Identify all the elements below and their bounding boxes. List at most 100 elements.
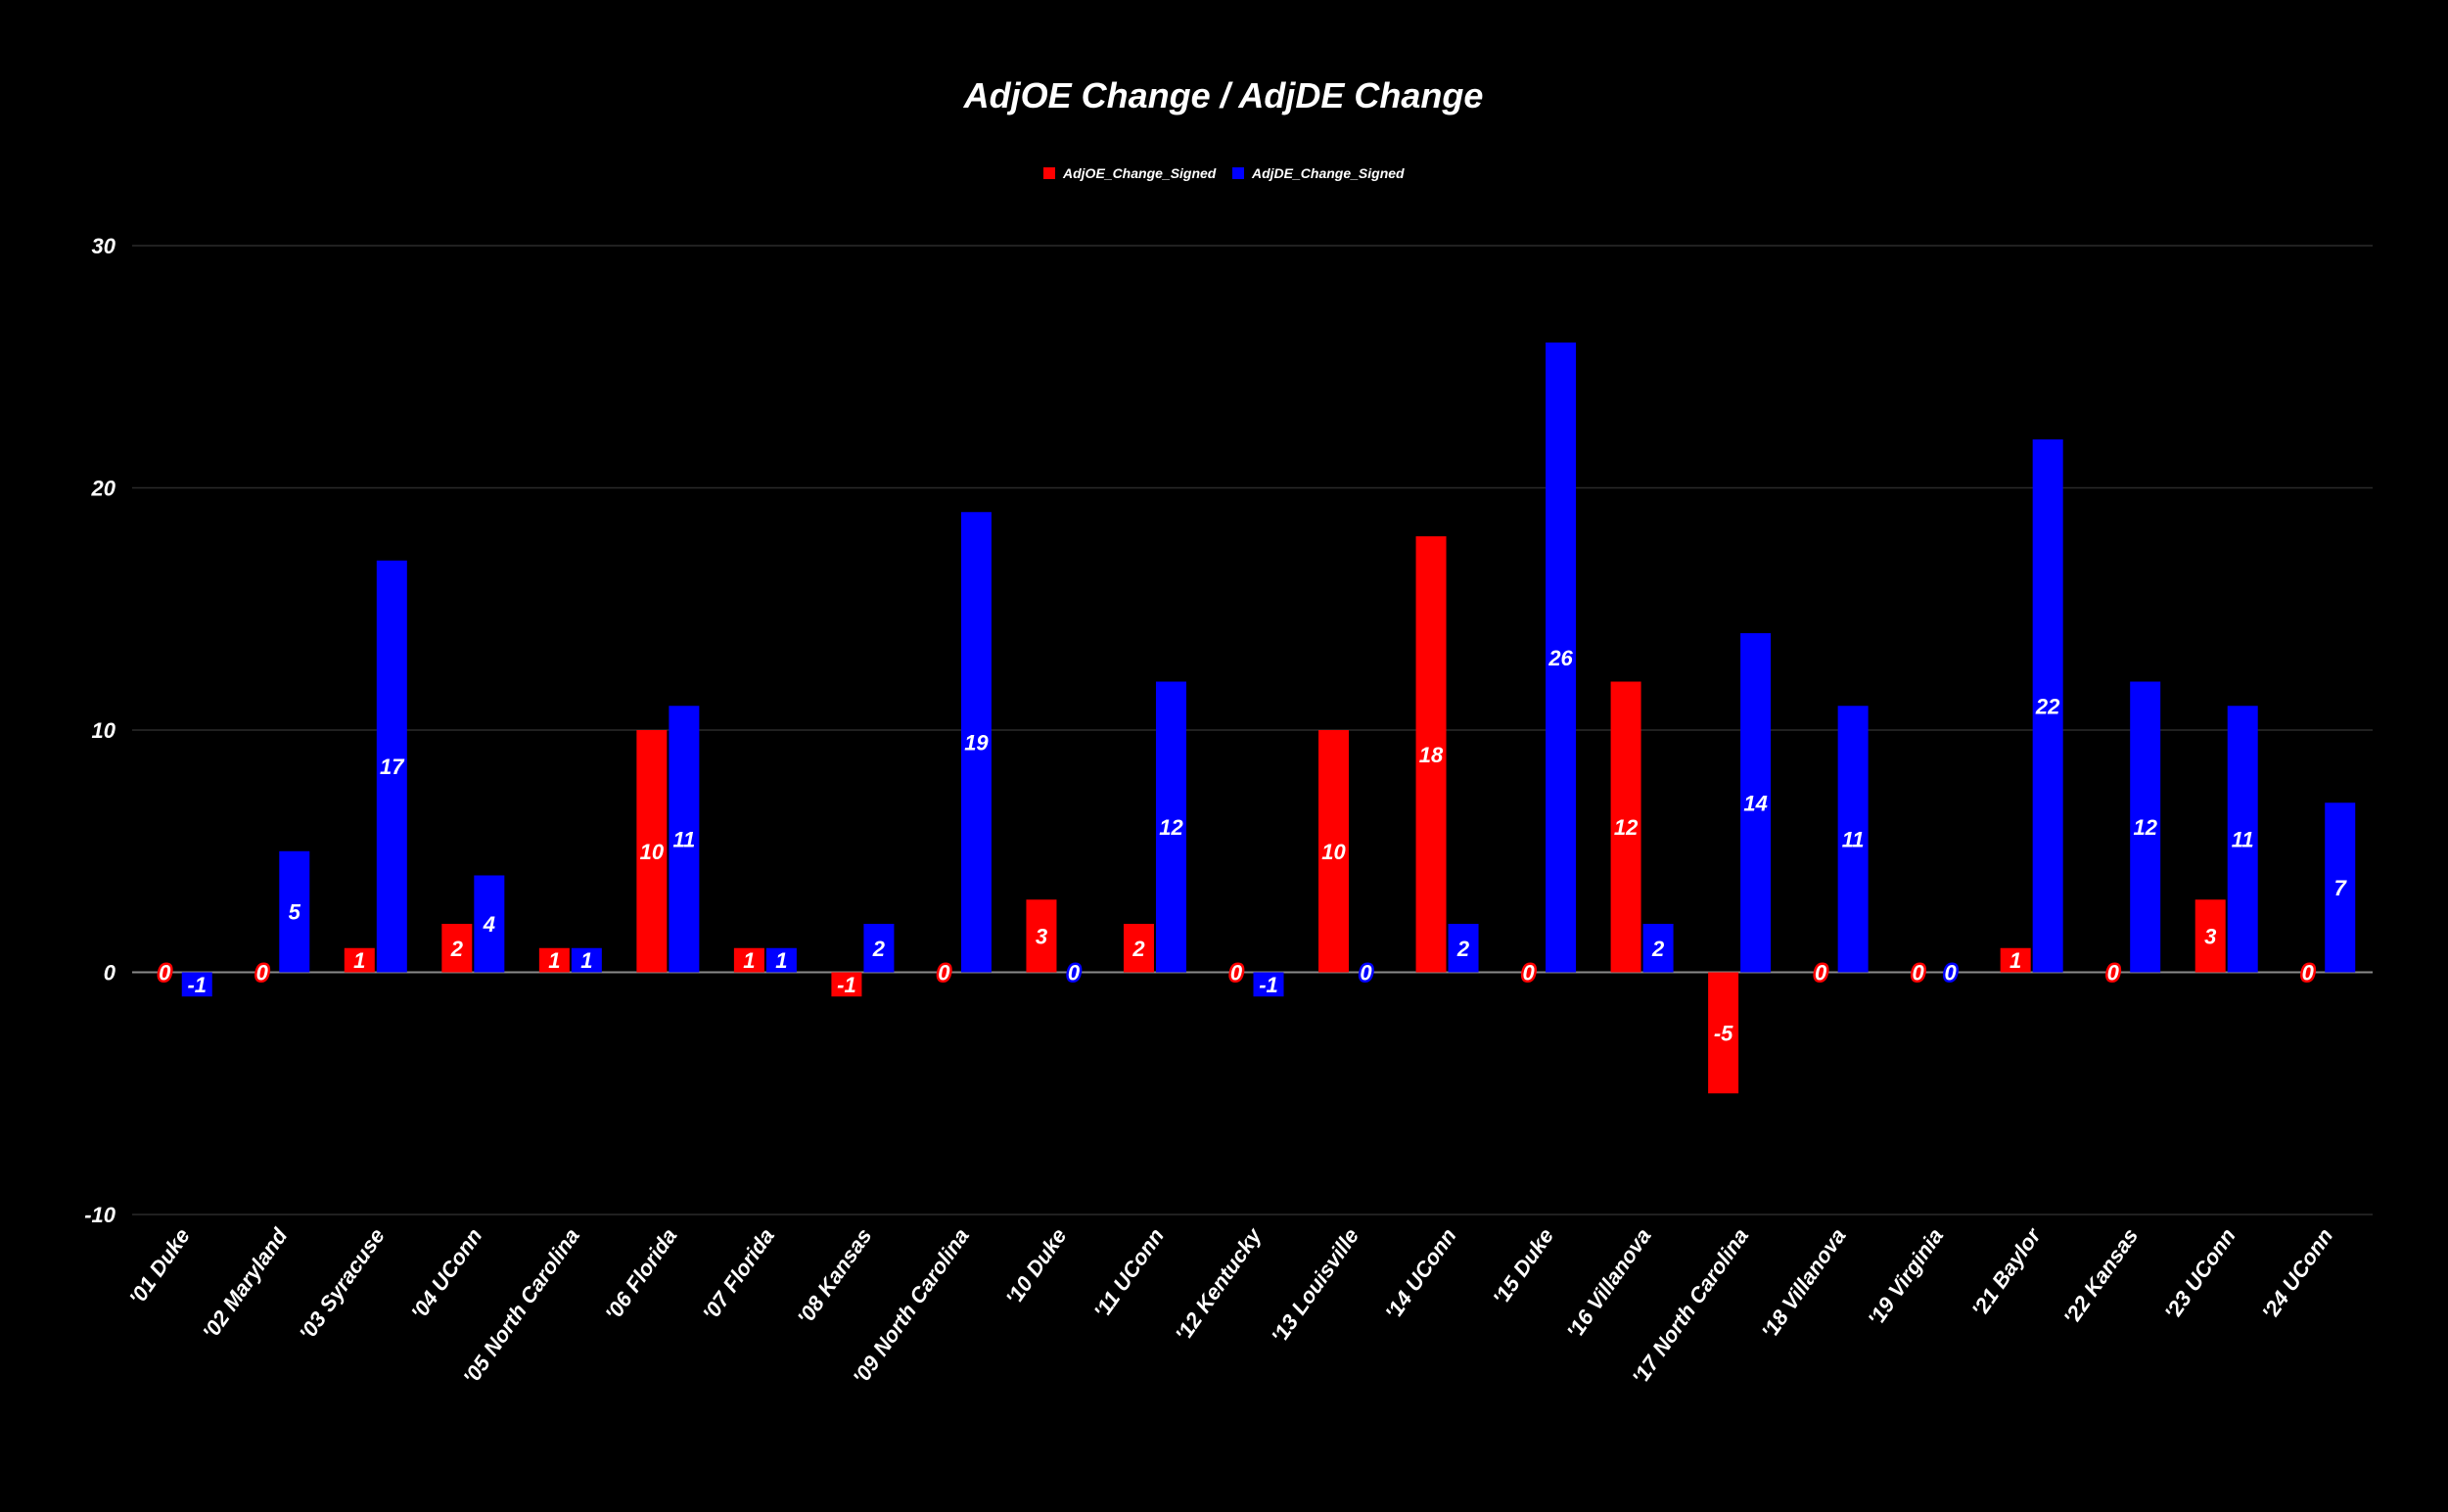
bar-adjde (960, 512, 992, 973)
data-label: 18 (1419, 743, 1444, 767)
data-label: 22 (2035, 694, 2060, 718)
bar-adjoe (831, 972, 862, 997)
x-tick-label: '06 Florida (600, 1224, 681, 1326)
bar-adjde (863, 924, 895, 973)
bars (181, 343, 2356, 1094)
bar-adjde (2032, 439, 2063, 973)
data-label: -5 (1714, 1021, 1733, 1045)
x-tick-label: '13 Louisville (1267, 1224, 1363, 1349)
data-label: 0 (938, 961, 950, 985)
bar-adjoe (636, 730, 668, 973)
data-label: 1 (580, 948, 592, 973)
x-tick-label: '24 UConn (2257, 1224, 2337, 1325)
x-tick-label: '21 Baylor (1966, 1222, 2046, 1321)
data-label: 19 (964, 730, 989, 755)
bar-adjde (1740, 633, 1772, 973)
data-label: 11 (672, 827, 695, 851)
bar-adjoe (441, 924, 473, 973)
data-label: 26 (1547, 646, 1573, 670)
bar-adjde (765, 947, 797, 973)
bar-adjde (1546, 343, 1577, 973)
chart-title: AdjOE Change / AdjDE Change (963, 75, 1484, 115)
bar-adjde (571, 947, 602, 973)
data-label: 0 (1815, 961, 1827, 985)
y-tick-label: 10 (92, 718, 116, 743)
bar-adjde (181, 972, 212, 997)
data-label: 1 (775, 948, 787, 973)
x-tick-label: '14 UConn (1380, 1224, 1460, 1325)
legend-label: AdjOE_Change_Signed (1062, 165, 1217, 181)
data-label: 1 (548, 948, 560, 973)
data-label: 10 (1321, 840, 1346, 864)
data-label: 7 (2334, 876, 2348, 900)
data-label: 0 (1913, 961, 1925, 985)
data-label: 0 (2107, 961, 2120, 985)
bar-adjoe (344, 947, 375, 973)
bar-adjde (669, 706, 700, 973)
x-axis: '01 Duke '02 Maryland '03 Syracuse '04 UCon… (124, 1222, 2337, 1389)
data-label: 0 (1230, 961, 1243, 985)
data-label: 0 (2302, 961, 2315, 985)
bar-adjde (474, 875, 505, 973)
data-label: -1 (1259, 973, 1278, 997)
data-label: 2 (450, 937, 464, 961)
x-tick-label: '04 UConn (406, 1224, 486, 1325)
x-tick-label: '15 Duke (1488, 1224, 1558, 1310)
legend-swatch (1232, 167, 1244, 179)
bar-adjde (2130, 681, 2161, 973)
x-tick-label: '11 UConn (1089, 1224, 1169, 1323)
data-label: 12 (1159, 815, 1183, 840)
gridlines (132, 245, 2373, 1215)
data-label: 0 (1522, 961, 1535, 985)
legend-label: AdjDE_Change_Signed (1251, 165, 1405, 181)
bar-adjde (1837, 706, 1869, 973)
bar-adjoe (1318, 730, 1350, 973)
data-label: 2 (1651, 937, 1665, 961)
x-tick-label: '02 Maryland (198, 1223, 293, 1344)
data-label: 0 (1068, 961, 1081, 985)
bar-adjde (1448, 924, 1479, 973)
bar-adjde (2227, 706, 2258, 973)
bar-adjoe (1708, 972, 1739, 1094)
data-label: 2 (1456, 937, 1470, 961)
x-tick-label: '01 Duke (124, 1224, 195, 1310)
bar-adjoe (733, 947, 764, 973)
bar-adjoe (1415, 536, 1447, 973)
x-tick-label: '16 Villanova (1562, 1224, 1656, 1344)
bar-adjde (279, 850, 310, 973)
bar-adjde (2325, 802, 2356, 973)
data-label: 3 (2204, 924, 2216, 948)
bar-adjoe (1123, 924, 1154, 973)
y-axis: -10 0 10 20 30 (84, 234, 116, 1227)
data-label: 17 (380, 755, 405, 779)
data-label: 1 (353, 948, 365, 973)
data-label: 2 (1132, 937, 1145, 961)
x-tick-label: '23 UConn (2159, 1224, 2240, 1325)
data-label: 10 (640, 840, 665, 864)
x-tick-label: '07 Florida (698, 1224, 779, 1326)
data-label: 0 (159, 961, 171, 985)
data-label: 14 (1743, 791, 1767, 815)
data-label: 1 (743, 948, 755, 973)
data-label: 3 (1036, 924, 1047, 948)
legend-item-1: AdjOE_Change_Signed (1043, 165, 1217, 181)
data-label: -1 (837, 973, 856, 997)
x-tick-label: '12 Kentucky (1171, 1222, 1268, 1346)
x-tick-label: '19 Virginia (1863, 1224, 1948, 1331)
bar-adjoe (2194, 899, 2226, 973)
y-tick-label: 30 (92, 234, 116, 258)
x-tick-label: '18 Villanova (1757, 1224, 1851, 1344)
bar-adjde (376, 560, 407, 973)
data-label: 0 (1945, 961, 1958, 985)
data-label: 5 (289, 900, 301, 925)
legend-swatch (1043, 167, 1055, 179)
x-tick-label: '22 Kansas (2058, 1224, 2143, 1330)
bar-adjoe (2000, 947, 2031, 973)
bar-adjoe (1610, 681, 1641, 973)
bar-adjoe (538, 947, 570, 973)
data-label: 1 (2009, 948, 2021, 973)
data-label: 0 (256, 961, 269, 985)
